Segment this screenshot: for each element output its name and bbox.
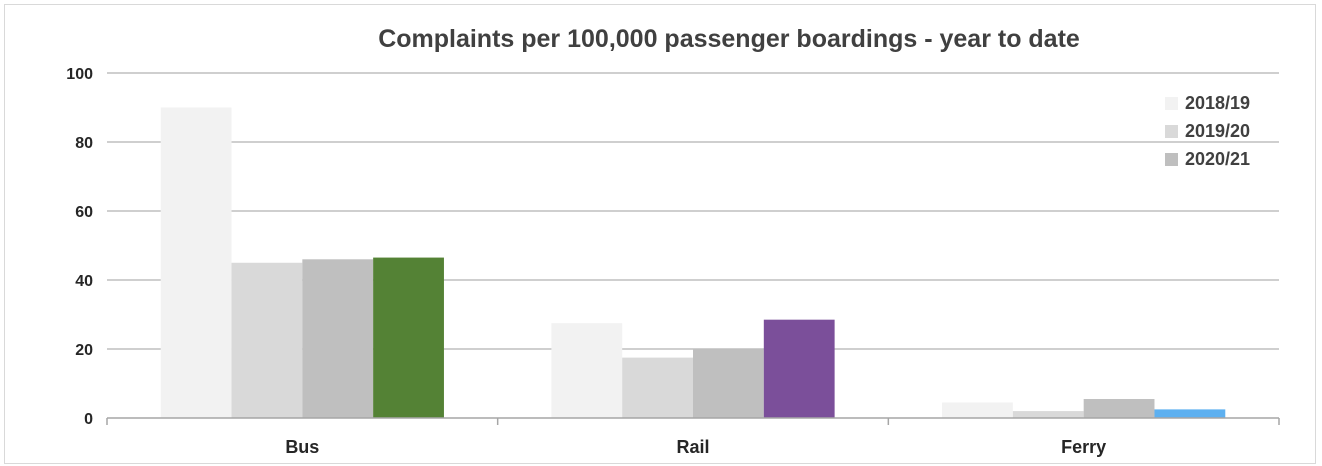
bar-rail-current xyxy=(763,319,835,418)
bar-ferry-2018-19 xyxy=(942,402,1013,418)
legend-label-2019-20: 2019/20 xyxy=(1185,121,1250,141)
y-tick-label-20: 20 xyxy=(75,342,93,359)
bar-bus-2020-21 xyxy=(302,259,374,418)
bar-ferry-2020-21 xyxy=(1083,399,1155,418)
bars xyxy=(160,107,1226,418)
chart-title: Complaints per 100,000 passenger boardin… xyxy=(378,25,1080,53)
legend: 2018/19 2019/20 2020/21 xyxy=(1165,93,1250,169)
bar-ferry-2019-20 xyxy=(1012,411,1084,418)
y-tick-label-40: 40 xyxy=(75,273,93,290)
bar-rail-2018-19 xyxy=(551,323,623,418)
y-tick-label-100: 100 xyxy=(66,66,93,83)
legend-swatch-2020-21 xyxy=(1165,153,1178,166)
bar-bus-2019-20 xyxy=(231,262,303,418)
chart-canvas: Complaints per 100,000 passenger boardin… xyxy=(66,25,1280,457)
chart-frame: Complaints per 100,000 passenger boardin… xyxy=(4,4,1316,464)
x-tick-label-bus: Bus xyxy=(285,437,319,457)
y-tick-label-60: 60 xyxy=(75,204,93,221)
bar-rail-2020-21 xyxy=(693,349,764,418)
legend-label-2020-21: 2020/21 xyxy=(1185,149,1250,169)
bar-bus-2018-19 xyxy=(160,107,232,418)
y-tick-label-0: 0 xyxy=(84,411,93,428)
bar-bus-current xyxy=(373,257,444,418)
x-tick-label-rail: Rail xyxy=(676,437,709,457)
x-tick-label-ferry: Ferry xyxy=(1061,437,1106,457)
bar-ferry-current xyxy=(1154,409,1226,418)
legend-label-2018-19: 2018/19 xyxy=(1185,93,1250,113)
axes: 0 20 40 60 80 100 Bus Rail Ferry xyxy=(66,66,1280,457)
legend-swatch-2019-20 xyxy=(1165,125,1178,138)
legend-swatch-2018-19 xyxy=(1165,97,1178,110)
y-tick-label-80: 80 xyxy=(75,135,93,152)
bar-rail-2019-20 xyxy=(622,357,693,418)
